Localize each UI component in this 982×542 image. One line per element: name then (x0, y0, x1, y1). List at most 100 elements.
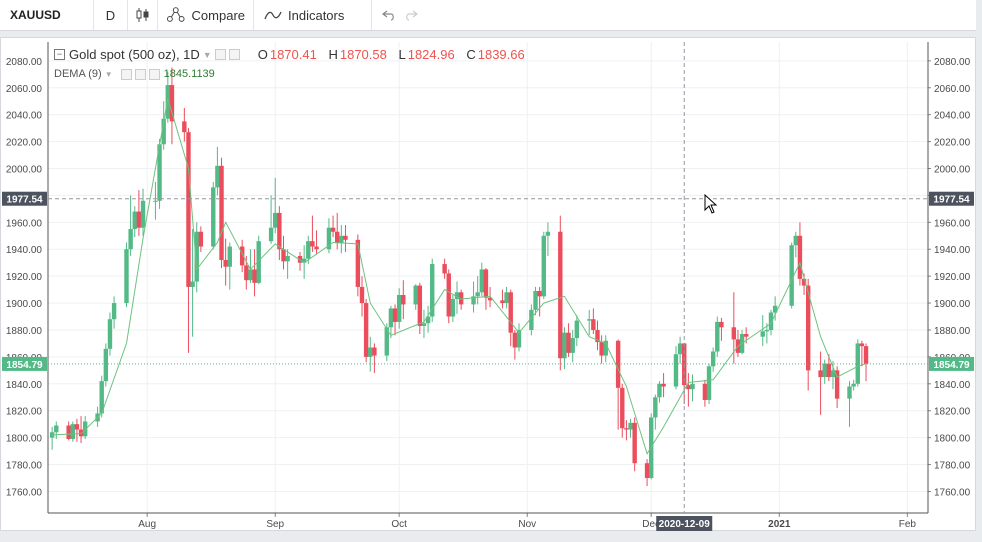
candle-body (760, 331, 765, 337)
candle-body (54, 425, 59, 433)
candle-body (136, 211, 142, 228)
candle-body (504, 292, 509, 304)
candle-body (863, 346, 869, 364)
candle-body (417, 285, 423, 326)
legend-dropdown-icon[interactable]: ▼ (202, 49, 212, 60)
x-tick-label: Sep (266, 519, 284, 530)
candle-body (677, 343, 683, 355)
candle-body (702, 383, 708, 400)
candle-body (644, 463, 650, 479)
candle-body (301, 258, 307, 263)
candle-body (558, 231, 563, 359)
y-tick-label-right: 1820.00 (934, 407, 971, 418)
undo-icon[interactable] (382, 9, 396, 21)
candle-body (661, 383, 666, 387)
candle-body (789, 245, 794, 306)
y-tick-label-left: 1900.00 (6, 299, 43, 310)
candle-body (223, 260, 228, 267)
candle-body (285, 255, 290, 262)
study-value: 1845.1139 (163, 68, 215, 80)
legend-title[interactable]: Gold spot (500 oz), 1D (69, 47, 200, 62)
candle-body (66, 425, 71, 439)
chart-type-button[interactable] (128, 0, 158, 30)
candle-body (140, 200, 146, 228)
interval-button[interactable]: D (94, 0, 128, 30)
candle-body (768, 312, 774, 330)
y-tick-label-right: 2080.00 (934, 57, 971, 68)
study-dropdown-icon[interactable]: ▼ (104, 69, 113, 79)
y-tick-label-left: 2060.00 (6, 84, 43, 95)
x-tick-label: Oct (391, 519, 407, 530)
candle-body (566, 332, 571, 353)
symbol-search[interactable]: XAUUSD (0, 0, 94, 30)
candle-body (368, 347, 373, 357)
candle-body (124, 249, 129, 304)
candle-body (355, 239, 361, 287)
candle-body (153, 200, 158, 202)
candle-body (620, 387, 625, 429)
collapse-icon[interactable]: − (54, 49, 65, 60)
candle-body (657, 383, 662, 398)
candle-body (99, 381, 104, 414)
compare-label: Compare (191, 7, 245, 23)
settings-icon[interactable] (214, 49, 226, 60)
candle-body (335, 231, 340, 243)
y-tick-label-right: 1940.00 (934, 245, 971, 256)
close-key: C (466, 47, 476, 62)
candle-body (826, 363, 832, 378)
candle-body (248, 269, 253, 281)
candle-body (430, 264, 435, 317)
y-tick-label-left: 2000.00 (6, 164, 43, 175)
y-tick-label-left: 1780.00 (6, 461, 43, 472)
axes: 2080.00 2080.00 2060.00 2060.00 2040.00 2040.… (6, 42, 971, 530)
high-key: H (328, 47, 338, 62)
mouse-cursor-icon (704, 193, 718, 214)
study-close-icon[interactable] (148, 68, 160, 80)
candle-body (475, 292, 480, 297)
redo-icon[interactable] (404, 9, 418, 21)
candle-body (632, 422, 637, 464)
candle-body (132, 211, 137, 230)
candle-body (161, 118, 166, 145)
candle-body (805, 285, 811, 371)
visibility-icon[interactable] (228, 49, 240, 60)
candle-body (244, 265, 249, 281)
candle-body (690, 383, 695, 390)
candle-body (182, 121, 187, 133)
study-name[interactable]: DEMA (9) (54, 68, 102, 80)
high-value: 1870.58 (339, 47, 387, 62)
compare-button[interactable]: Compare (158, 0, 254, 30)
candle-body (165, 85, 171, 119)
candle-body (326, 227, 332, 250)
candle-body (446, 273, 451, 317)
candle-body (500, 300, 505, 304)
crosshair: 1854.79 1854.79 1977.54 1977.54 2020-12-09 (2, 42, 974, 531)
candle-body (306, 241, 311, 259)
y-tick-label-left: 1880.00 (6, 326, 43, 337)
candle-body (483, 269, 489, 298)
interval-label: D (105, 7, 116, 23)
candle-body (103, 348, 109, 382)
indicators-button[interactable]: Indicators (254, 0, 372, 30)
candle-body (219, 165, 224, 261)
study-visibility-icon[interactable] (134, 68, 146, 80)
legend-ohlc: O 1870.41 H 1870.58 L 1824.96 C 1839.66 (250, 47, 525, 62)
candle-body (471, 296, 476, 305)
candle-body (310, 241, 315, 247)
candle-body (772, 305, 778, 313)
study-settings-icon[interactable] (120, 68, 132, 80)
candles-icon (136, 8, 148, 22)
candle-body (818, 370, 823, 378)
candle-body (851, 383, 856, 387)
indicators-label: Indicators (288, 7, 345, 23)
last-price-label-left-bg (2, 356, 47, 371)
candle-body (198, 231, 204, 247)
y-tick-label-left: 1800.00 (6, 434, 43, 445)
candle-body (215, 165, 220, 188)
y-tick-label-left: 1940.00 (6, 245, 43, 256)
candle-body (372, 347, 377, 356)
candle-body (454, 292, 460, 300)
candle-body (529, 309, 534, 330)
candle-body (74, 424, 80, 430)
